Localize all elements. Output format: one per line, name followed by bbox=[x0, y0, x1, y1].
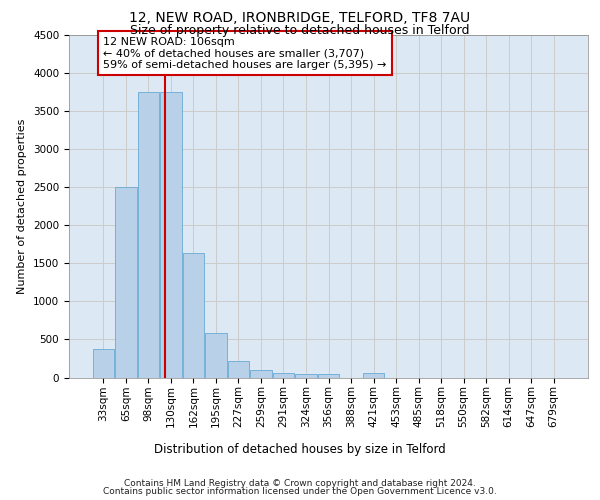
Bar bbox=[137, 92, 159, 378]
Bar bbox=[205, 332, 227, 378]
Bar bbox=[92, 350, 114, 378]
Bar bbox=[182, 252, 204, 378]
Y-axis label: Number of detached properties: Number of detached properties bbox=[17, 118, 28, 294]
Bar bbox=[115, 187, 137, 378]
Text: Distribution of detached houses by size in Telford: Distribution of detached houses by size … bbox=[154, 442, 446, 456]
Bar bbox=[318, 374, 339, 378]
Bar bbox=[228, 361, 249, 378]
Text: 12, NEW ROAD, IRONBRIDGE, TELFORD, TF8 7AU: 12, NEW ROAD, IRONBRIDGE, TELFORD, TF8 7… bbox=[130, 11, 470, 25]
Text: Contains public sector information licensed under the Open Government Licence v3: Contains public sector information licen… bbox=[103, 488, 497, 496]
Text: Size of property relative to detached houses in Telford: Size of property relative to detached ho… bbox=[130, 24, 470, 37]
Bar bbox=[160, 92, 182, 378]
Bar bbox=[250, 370, 272, 378]
Text: 12 NEW ROAD: 106sqm
← 40% of detached houses are smaller (3,707)
59% of semi-det: 12 NEW ROAD: 106sqm ← 40% of detached ho… bbox=[103, 36, 387, 70]
Bar bbox=[363, 373, 384, 378]
Text: Contains HM Land Registry data © Crown copyright and database right 2024.: Contains HM Land Registry data © Crown c… bbox=[124, 478, 476, 488]
Bar bbox=[295, 374, 317, 378]
Bar bbox=[273, 373, 294, 378]
